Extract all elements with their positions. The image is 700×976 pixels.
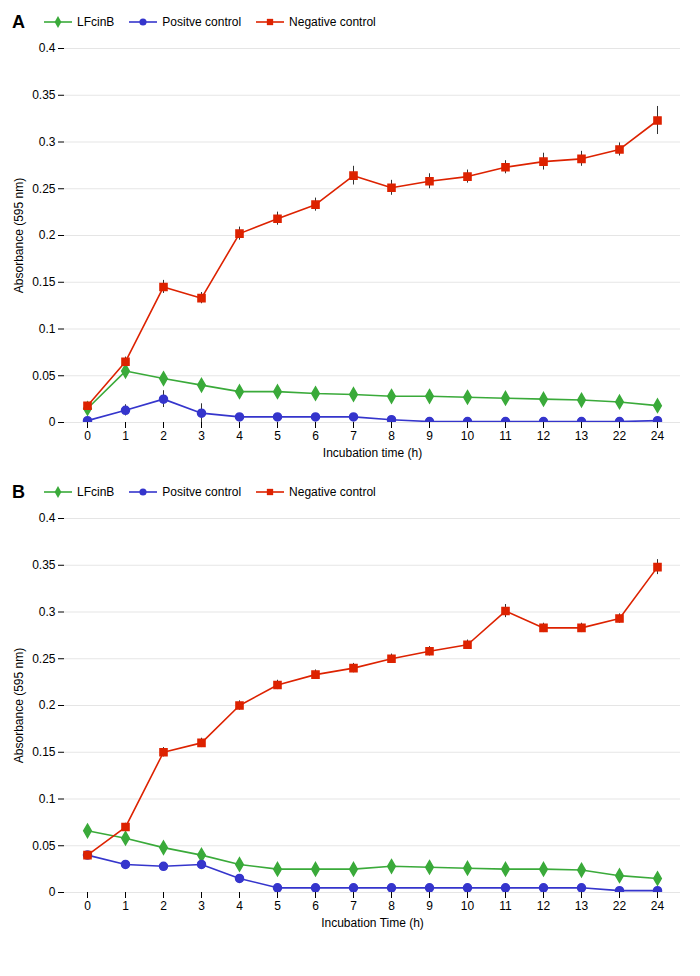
- svg-text:12: 12: [537, 429, 551, 443]
- svg-text:7: 7: [350, 429, 357, 443]
- svg-text:10: 10: [461, 899, 475, 913]
- svg-text:0.05: 0.05: [32, 839, 56, 853]
- svg-text:6: 6: [312, 429, 319, 443]
- svg-text:0.25: 0.25: [32, 652, 56, 666]
- html-text:LFcinB: LFcinB: [77, 15, 115, 29]
- svg-text:11: 11: [499, 429, 512, 443]
- svg-text:0.3: 0.3: [39, 605, 56, 619]
- svg-text:11: 11: [499, 899, 512, 913]
- svg-text:0.35: 0.35: [32, 88, 56, 102]
- svg-text:13: 13: [575, 899, 589, 913]
- svg-text:0.2: 0.2: [39, 698, 56, 712]
- svg-text:7: 7: [350, 899, 357, 913]
- svg-text:1: 1: [122, 899, 129, 913]
- svg-text:1: 1: [122, 429, 129, 443]
- svg-text:3: 3: [198, 899, 205, 913]
- html-text:Positve control: Positve control: [162, 485, 242, 499]
- html-text:Negative control: Negative control: [289, 15, 376, 29]
- svg-text:8: 8: [388, 429, 395, 443]
- svg-text:8: 8: [388, 899, 395, 913]
- svg-text:0.2: 0.2: [39, 228, 56, 242]
- svg-text:Incubation Time (h): Incubation Time (h): [321, 916, 424, 930]
- svg-text:0.25: 0.25: [32, 182, 56, 196]
- svg-text:Incubation time (h): Incubation time (h): [323, 446, 422, 460]
- html-text:LFcinB: LFcinB: [77, 485, 115, 499]
- svg-text:0.1: 0.1: [39, 322, 56, 336]
- svg-text:5: 5: [274, 899, 281, 913]
- svg-text:0.15: 0.15: [32, 275, 56, 289]
- svg-text:0.4: 0.4: [39, 41, 56, 55]
- html-text:Positve control: Positve control: [162, 15, 242, 29]
- svg-text:0.15: 0.15: [32, 745, 56, 759]
- svg-text:6: 6: [312, 899, 319, 913]
- svg-text:0.05: 0.05: [32, 369, 56, 383]
- svg-text:0: 0: [84, 429, 91, 443]
- svg-text:4: 4: [236, 429, 243, 443]
- svg-text:0: 0: [49, 415, 56, 429]
- svg-text:9: 9: [426, 429, 433, 443]
- svg-text:0.1: 0.1: [39, 792, 56, 806]
- svg-text:22: 22: [613, 899, 627, 913]
- html-text:B: B: [12, 481, 25, 502]
- svg-text:24: 24: [651, 429, 665, 443]
- svg-text:12: 12: [537, 899, 551, 913]
- svg-text:Absorbance (595 nm): Absorbance (595 nm): [12, 648, 26, 763]
- html-text:A: A: [12, 11, 25, 32]
- svg-text:9: 9: [426, 899, 433, 913]
- svg-text:0.35: 0.35: [32, 558, 56, 572]
- svg-text:4: 4: [236, 899, 243, 913]
- svg-text:Absorbance (595 nm): Absorbance (595 nm): [12, 178, 26, 293]
- svg-text:5: 5: [274, 429, 281, 443]
- svg-text:0.3: 0.3: [39, 135, 56, 149]
- svg-text:0.4: 0.4: [39, 511, 56, 525]
- svg-text:13: 13: [575, 429, 589, 443]
- svg-text:0: 0: [84, 899, 91, 913]
- svg-text:3: 3: [198, 429, 205, 443]
- svg-text:2: 2: [160, 899, 167, 913]
- svg-text:10: 10: [461, 429, 475, 443]
- svg-text:2: 2: [160, 429, 167, 443]
- svg-text:24: 24: [651, 899, 665, 913]
- svg-text:22: 22: [613, 429, 627, 443]
- svg-text:0: 0: [49, 885, 56, 899]
- html-text:Negative control: Negative control: [289, 485, 376, 499]
